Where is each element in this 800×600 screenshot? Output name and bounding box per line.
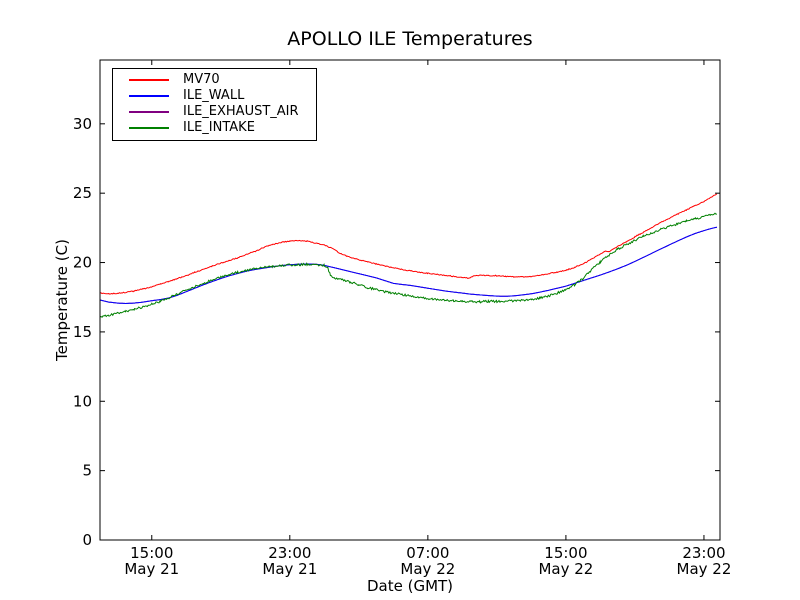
x-tick-time-label: 23:00 (268, 544, 311, 562)
x-tick-date-label: May 22 (400, 560, 455, 578)
legend-label: ILE_INTAKE (183, 120, 255, 135)
legend-item-mv70: MV70 (113, 72, 316, 88)
y-axis-label: Temperature (C) (53, 239, 71, 361)
x-tick-time-label: 15:00 (544, 544, 587, 562)
y-tick-label: 5 (82, 462, 92, 480)
x-tick-time-label: 15:00 (130, 544, 173, 562)
x-tick-time-label: 07:00 (406, 544, 449, 562)
legend-line-swatch (129, 79, 169, 81)
legend-item-ile-intake: ILE_INTAKE (113, 120, 316, 136)
y-tick-label: 10 (73, 392, 92, 410)
x-tick-date-label: May 22 (538, 560, 593, 578)
y-tick-label: 30 (73, 115, 92, 133)
x-tick-time-label: 23:00 (682, 544, 725, 562)
x-axis-label: Date (GMT) (366, 577, 454, 595)
y-tick-label: 25 (73, 184, 92, 202)
legend-line-swatch (129, 95, 169, 97)
x-tick-date-label: May 21 (124, 560, 179, 578)
x-tick-date-label: May 21 (262, 560, 317, 578)
series-line-MV70 (99, 193, 718, 295)
legend-label: MV70 (183, 72, 220, 87)
series-line-ILE_INTAKE (99, 212, 718, 318)
series-line-ILE_WALL (99, 226, 718, 304)
x-tick-date-label: May 22 (677, 560, 732, 578)
legend-label: ILE_WALL (183, 88, 245, 103)
legend-item-ile-wall: ILE_WALL (113, 88, 316, 104)
y-tick-label: 0 (82, 531, 92, 549)
chart-title: APOLLO ILE Temperatures (287, 28, 533, 50)
y-tick-label: 20 (73, 254, 92, 272)
series-line-ILE_EXHAUST_AIR (99, 226, 718, 304)
axes-frame (99, 59, 721, 541)
y-tick-label: 15 (73, 323, 92, 341)
legend: MV70 ILE_WALL ILE_EXHAUST_AIR ILE_INTAKE (112, 68, 317, 141)
legend-label: ILE_EXHAUST_AIR (183, 104, 299, 119)
legend-item-ile-exhaust-air: ILE_EXHAUST_AIR (113, 104, 316, 120)
legend-line-swatch (129, 111, 169, 113)
legend-line-swatch (129, 127, 169, 129)
